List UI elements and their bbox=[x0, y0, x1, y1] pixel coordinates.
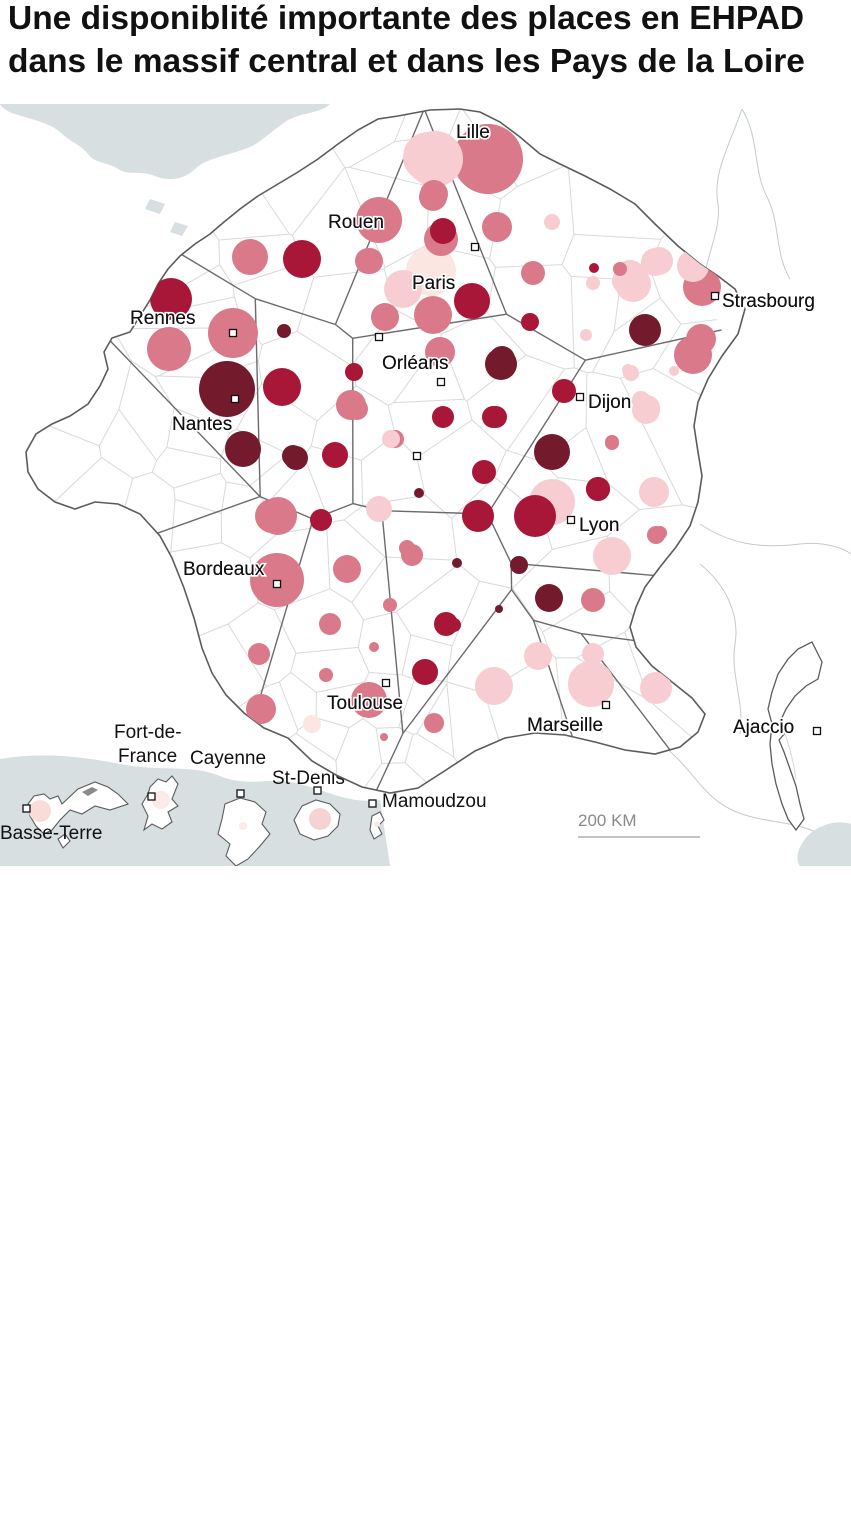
svg-text:Strasbourg: Strasbourg bbox=[722, 291, 815, 312]
svg-text:Fort-de-: Fort-de- bbox=[114, 722, 182, 743]
svg-text:Mamoudzou: Mamoudzou bbox=[382, 791, 487, 812]
svg-text:200 KM: 200 KM bbox=[578, 811, 637, 830]
svg-text:Lille: Lille bbox=[456, 122, 490, 143]
svg-text:Lyon: Lyon bbox=[579, 515, 620, 536]
svg-text:Toulouse: Toulouse bbox=[327, 693, 403, 714]
svg-text:Ajaccio: Ajaccio bbox=[733, 717, 794, 738]
svg-text:Nantes: Nantes bbox=[172, 414, 232, 435]
svg-text:Basse-Terre: Basse-Terre bbox=[0, 823, 102, 844]
svg-text:Paris: Paris bbox=[412, 273, 455, 294]
svg-text:France: France bbox=[118, 746, 177, 767]
svg-text:Dijon: Dijon bbox=[588, 392, 631, 413]
svg-text:Marseille: Marseille bbox=[527, 715, 603, 736]
svg-text:Orléans: Orléans bbox=[382, 353, 449, 374]
svg-text:Cayenne: Cayenne bbox=[190, 748, 266, 769]
svg-text:Rennes: Rennes bbox=[130, 308, 196, 329]
svg-text:Rouen: Rouen bbox=[328, 212, 384, 233]
svg-text:Bordeaux: Bordeaux bbox=[183, 559, 265, 580]
